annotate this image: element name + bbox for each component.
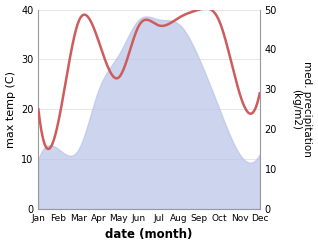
- Y-axis label: max temp (C): max temp (C): [5, 71, 16, 148]
- Y-axis label: med. precipitation
(kg/m2): med. precipitation (kg/m2): [291, 61, 313, 157]
- X-axis label: date (month): date (month): [105, 228, 193, 242]
